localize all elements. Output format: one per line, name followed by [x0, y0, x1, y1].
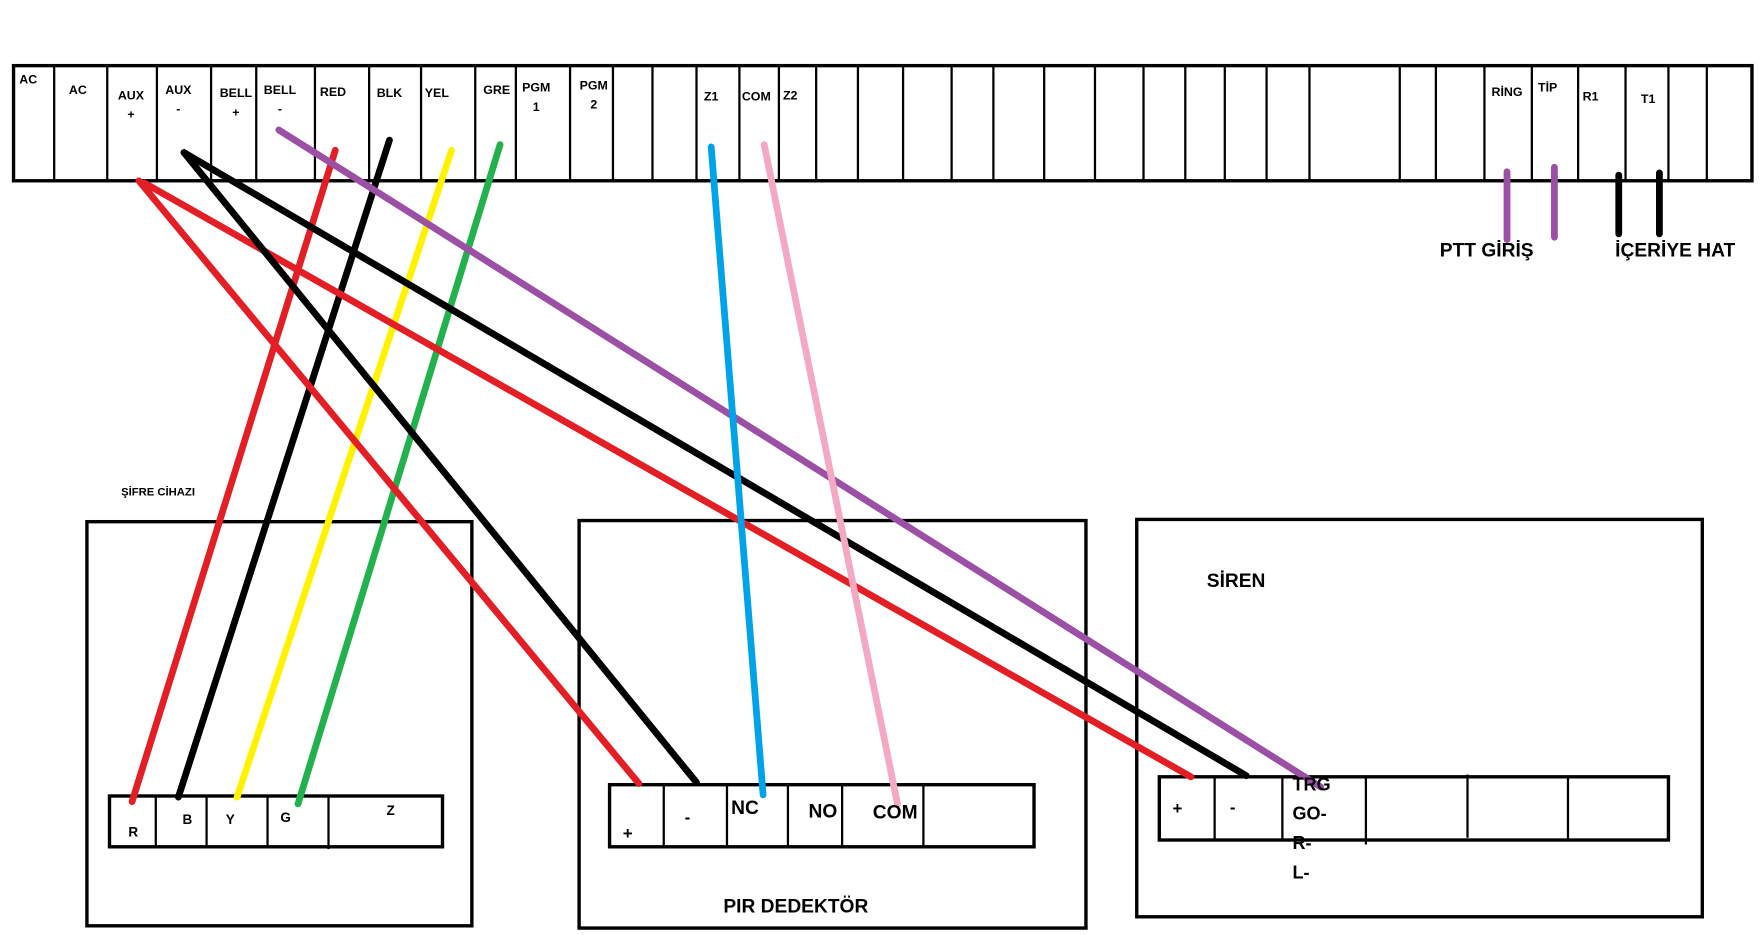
terminal-label: AUX: [165, 83, 192, 97]
siren-terminal: L-: [1293, 862, 1310, 882]
pir-terminal: -: [685, 808, 691, 827]
keypad-terminal: Z: [386, 803, 394, 818]
siren-terminal: +: [1172, 799, 1182, 818]
siren-terminal: R-: [1293, 833, 1312, 853]
keypad-box: [85, 519, 474, 928]
pir-terminal: COM: [873, 803, 918, 824]
pir-terminal: NO: [809, 801, 838, 822]
siren-strip: [1157, 775, 1671, 842]
siren-terminal: TRG: [1293, 774, 1331, 794]
pir-strip: [607, 783, 1036, 849]
strip-dividers: [154, 774, 1570, 850]
terminal-label: AUX: [118, 88, 145, 102]
terminal-label: R1: [1583, 90, 1599, 104]
terminal-label: -: [278, 102, 282, 116]
terminal-label: -: [176, 102, 180, 116]
keypad-terminal: Y: [226, 812, 235, 827]
panel-strip: [11, 63, 1754, 183]
terminal-label: T1: [1641, 92, 1656, 106]
terminal-label: 2: [590, 98, 597, 112]
pir-box: [577, 518, 1088, 930]
keypad-terminal: G: [280, 810, 291, 825]
terminal-label: 1: [533, 100, 540, 114]
siren-box: [1135, 517, 1704, 919]
keypad-strip: [107, 794, 445, 849]
terminal-label: BELL: [220, 86, 253, 100]
keypad-title: ŞİFRE CİHAZI: [121, 486, 195, 499]
terminal-label: GRE: [483, 83, 510, 97]
ptt-label: PTT GİRİŞ: [1440, 240, 1534, 261]
terminal-label: BLK: [377, 86, 403, 100]
terminal-label: YEL: [425, 86, 450, 100]
terminal-label: TİP: [1538, 80, 1557, 95]
wires: [128, 126, 1663, 808]
line-label: İÇERİYE HAT: [1615, 240, 1735, 261]
siren-title: SİREN: [1207, 571, 1266, 592]
terminal-label: PGM: [522, 81, 550, 95]
siren-terminal: GO-: [1293, 804, 1327, 824]
terminal-label: AC: [19, 73, 37, 87]
siren-terminal: -: [1230, 798, 1236, 817]
terminal-label: Z2: [783, 88, 798, 102]
terminal-label: RİNG: [1492, 84, 1523, 99]
terminal-label: COM: [742, 90, 771, 104]
terminal-label: +: [232, 105, 239, 119]
terminal-label: RED: [320, 85, 346, 99]
pir-terminal: +: [623, 824, 633, 843]
keypad-terminal: B: [182, 812, 192, 827]
pir-title: PIR DEDEKTÖR: [723, 896, 868, 917]
terminal-label: +: [127, 108, 134, 122]
terminal-label: PGM: [580, 78, 608, 92]
pir-terminal: NC: [731, 798, 759, 819]
terminal-label: Z1: [704, 90, 719, 104]
terminal-label: AC: [69, 83, 87, 97]
terminal-label: BELL: [264, 83, 297, 97]
keypad-terminal: R: [128, 825, 138, 840]
